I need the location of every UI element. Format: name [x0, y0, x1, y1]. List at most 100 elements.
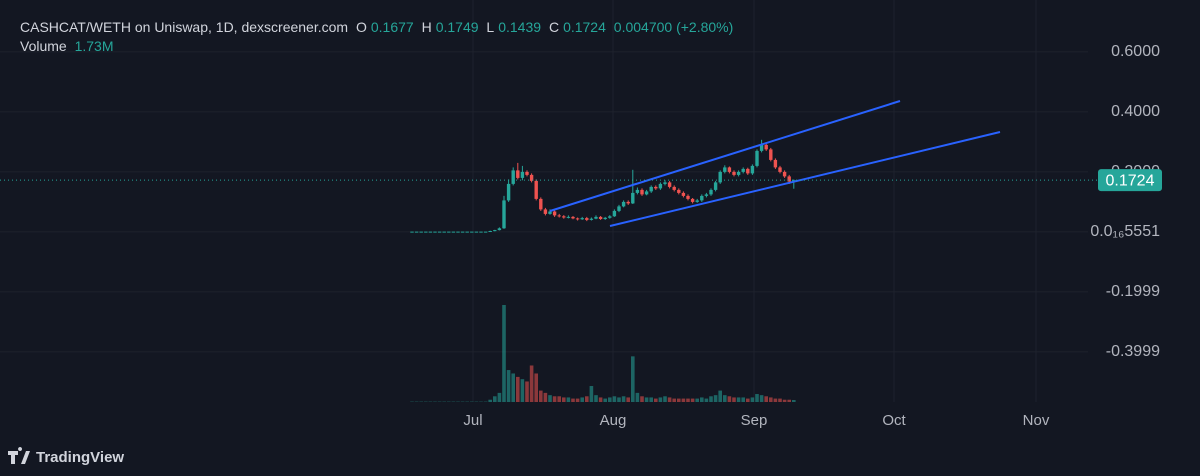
volume-bar — [631, 356, 635, 402]
candles — [410, 139, 796, 233]
candle-body — [649, 186, 653, 192]
candle-body — [686, 195, 690, 199]
volume-bar — [649, 397, 653, 402]
x-tick-label: Nov — [1023, 412, 1050, 429]
candle-body — [672, 186, 676, 190]
candle-body — [562, 216, 566, 218]
brand: TradingView — [36, 449, 124, 466]
x-tick-label: Jul — [463, 412, 482, 429]
volume-bar — [755, 394, 759, 402]
candle-body — [424, 231, 428, 233]
volume-bar — [700, 397, 704, 402]
candle-body — [612, 210, 617, 217]
volume-bar — [580, 397, 584, 402]
close-value: 0.1724 — [563, 19, 606, 35]
candle-body — [543, 209, 548, 214]
candle-body — [727, 167, 732, 172]
volume-bar — [571, 398, 575, 402]
volume-bar — [713, 395, 718, 402]
open-value: 0.1677 — [370, 19, 414, 35]
title: CASHCAT/WETH on Uniswap, 1D, dexscreener… — [20, 19, 349, 35]
candle-body — [548, 211, 552, 214]
volume-bar — [677, 398, 681, 402]
volume-bar — [488, 399, 492, 402]
candle-body — [709, 189, 713, 195]
volume-bar — [525, 381, 529, 402]
volume-bar — [690, 398, 695, 402]
high-label: H — [421, 19, 432, 35]
y-tick-label: -0.3999 — [1106, 343, 1160, 360]
candle-body — [520, 171, 525, 178]
trend-line-lower — [609, 131, 1001, 227]
candle-body — [428, 231, 433, 233]
candle-body — [442, 231, 446, 233]
low-value: 0.1439 — [498, 19, 542, 35]
candle-body — [460, 231, 465, 233]
x-tick-label: Aug — [600, 412, 627, 429]
candle-body — [617, 206, 621, 211]
volume-bar — [672, 398, 676, 402]
candle-body — [594, 216, 598, 219]
candle-body — [414, 231, 419, 233]
volume-bar — [552, 396, 557, 402]
candle-body — [456, 231, 460, 233]
candle-body — [667, 182, 672, 187]
volume-bar — [764, 396, 768, 402]
volume-bar — [750, 397, 755, 402]
candle-body — [654, 186, 658, 189]
volume-bar — [741, 397, 745, 402]
volume-bar — [654, 398, 658, 402]
volume-bar — [575, 398, 580, 402]
candle-body — [525, 171, 529, 175]
candle-body — [585, 218, 589, 220]
volume-bar — [644, 397, 649, 402]
volume-readout: 1.73M — [74, 38, 114, 54]
high-value: 0.1749 — [435, 19, 479, 35]
volume-bar — [792, 400, 796, 402]
volume-bar — [603, 398, 607, 402]
close-label: C — [548, 19, 560, 35]
volume-bar — [594, 395, 598, 402]
candle-body — [483, 231, 488, 233]
candle-body — [470, 231, 474, 233]
volume-bar — [635, 392, 640, 402]
candle-body — [502, 200, 506, 229]
candle-body — [539, 198, 543, 210]
candle-body — [506, 183, 511, 201]
tradingview-logo: TradingView — [8, 447, 124, 466]
candle-body — [769, 149, 773, 160]
last-price-box — [1098, 169, 1162, 192]
volume-bar — [506, 370, 511, 402]
candle-body — [451, 231, 456, 233]
volume-bar — [759, 395, 764, 402]
candle-body — [732, 171, 736, 175]
candle-body — [534, 180, 538, 199]
legend: CASHCAT/WETH on Uniswap, 1D, dexscreener… — [20, 19, 737, 35]
volume-bar — [787, 399, 791, 402]
candle-body — [658, 183, 663, 189]
last-price-label: 0.1724 — [1106, 172, 1155, 189]
candle-body — [626, 201, 630, 204]
candle-body — [640, 189, 644, 195]
candle-body — [603, 217, 607, 219]
candle-body — [713, 182, 718, 190]
volume-bar — [621, 396, 626, 402]
low-label: L — [486, 19, 495, 35]
y-tick-label: -0.1999 — [1106, 283, 1160, 300]
volume-bar — [769, 397, 773, 402]
volume-bar — [782, 399, 787, 402]
candle-body — [516, 170, 520, 178]
x-tick-label: Sep — [741, 412, 768, 429]
volume-bar — [589, 386, 594, 402]
volume-bar — [566, 397, 571, 402]
candle-body — [575, 218, 580, 220]
volume-bar — [663, 396, 667, 402]
candle-body — [677, 189, 681, 193]
volume-bar — [511, 373, 515, 402]
volume-bar — [640, 396, 644, 402]
volume-bar — [543, 392, 548, 402]
volume-bar — [534, 373, 538, 402]
